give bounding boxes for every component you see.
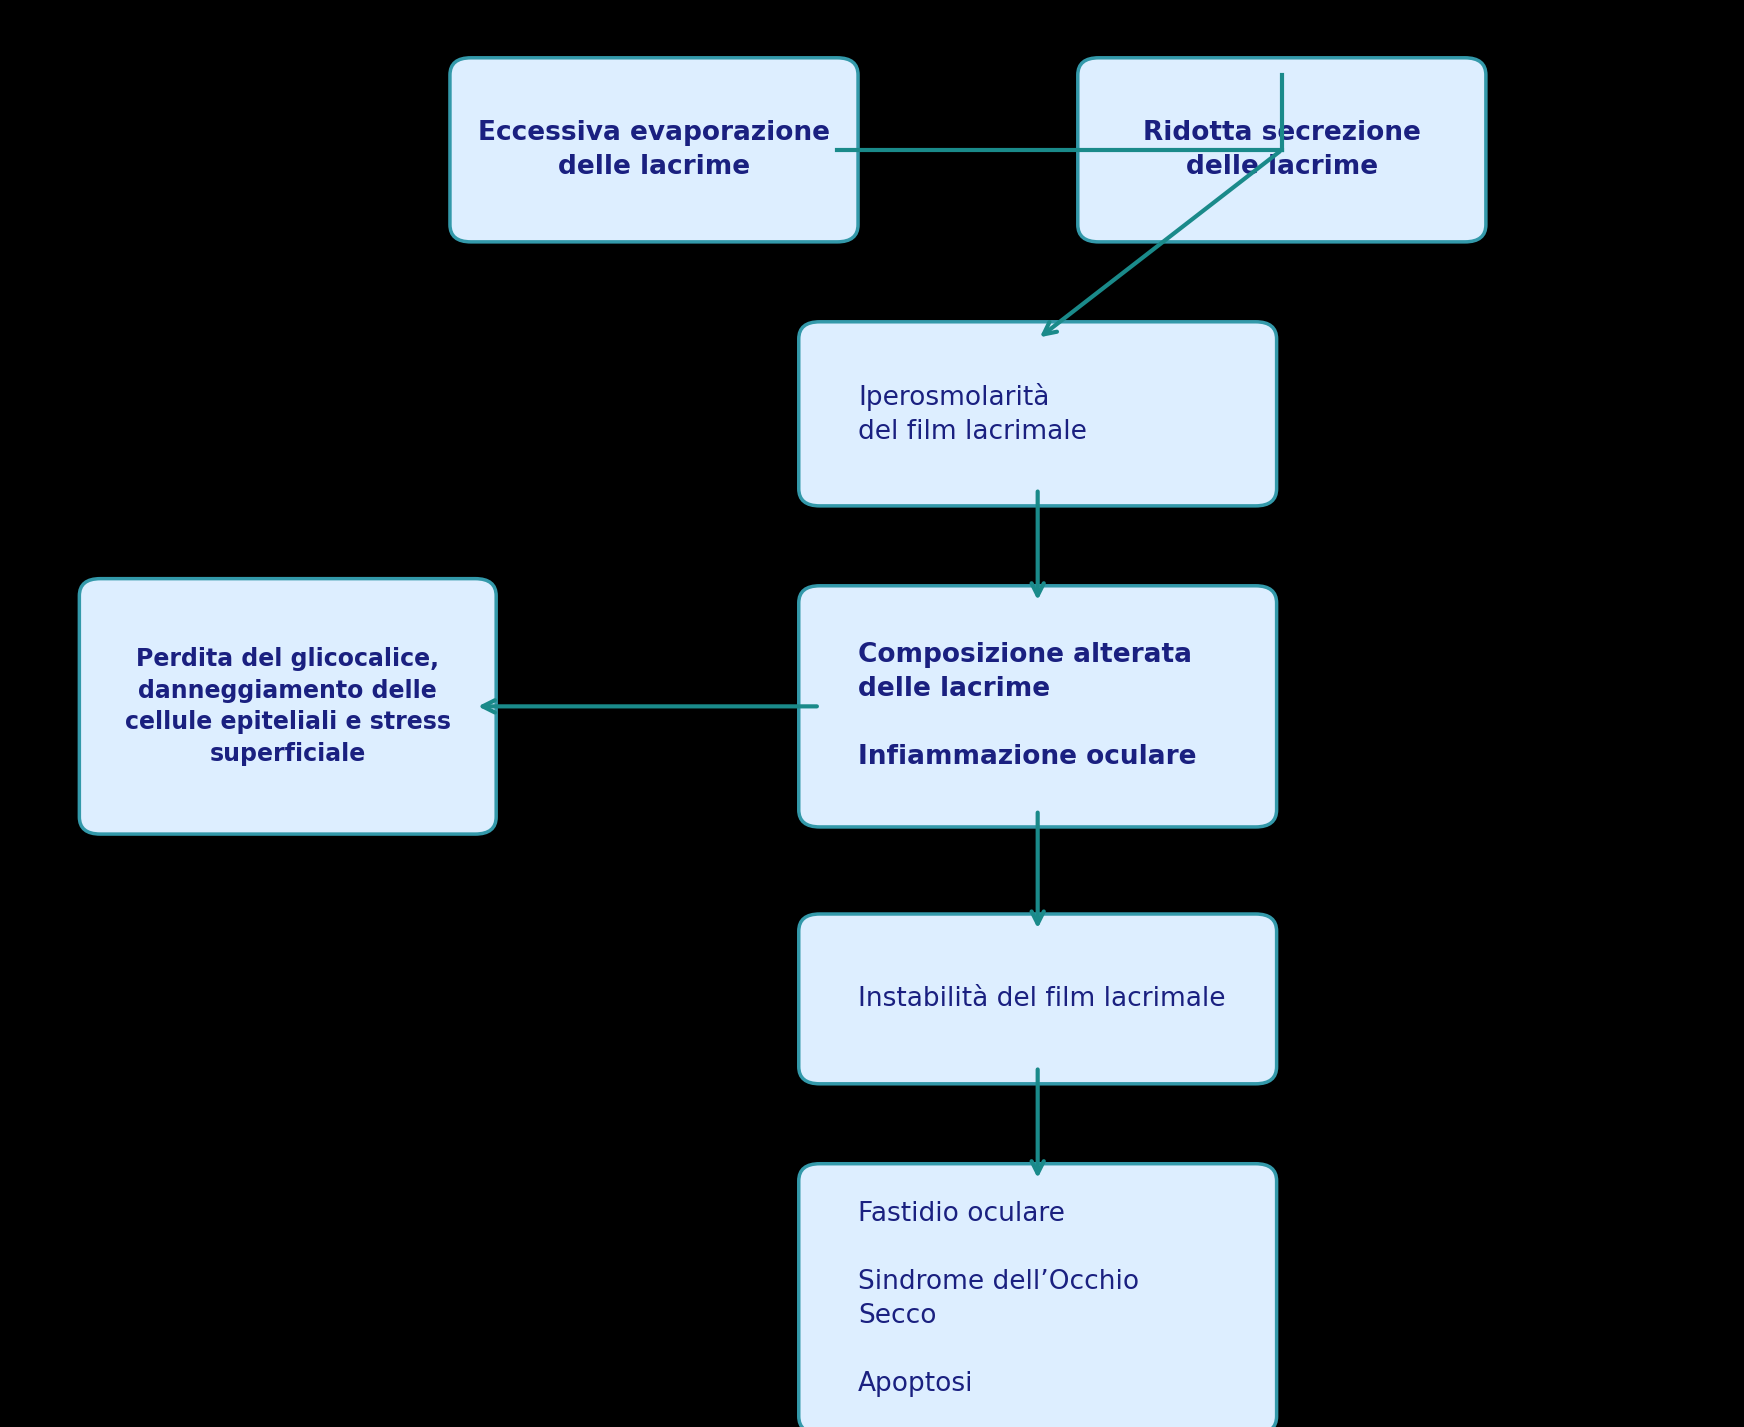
Text: Iperosmolarità
del film lacrimale: Iperosmolarità del film lacrimale <box>858 382 1087 445</box>
Text: Composizione alterata
delle lacrime

Infiammazione oculare: Composizione alterata delle lacrime Infi… <box>858 642 1196 771</box>
FancyBboxPatch shape <box>799 1164 1277 1427</box>
FancyBboxPatch shape <box>80 579 495 833</box>
Text: Eccessiva evaporazione
delle lacrime: Eccessiva evaporazione delle lacrime <box>478 120 830 180</box>
FancyBboxPatch shape <box>799 323 1277 507</box>
FancyBboxPatch shape <box>1078 59 1486 243</box>
FancyBboxPatch shape <box>799 586 1277 828</box>
FancyBboxPatch shape <box>799 915 1277 1085</box>
Text: Instabilità del film lacrimale: Instabilità del film lacrimale <box>858 986 1226 1012</box>
Text: Fastidio oculare

Sindrome dell’Occhio
Secco

Apoptosi: Fastidio oculare Sindrome dell’Occhio Se… <box>858 1200 1139 1397</box>
FancyBboxPatch shape <box>450 59 858 243</box>
Text: Perdita del glicocalice,
danneggiamento delle
cellule epiteliali e stress
superf: Perdita del glicocalice, danneggiamento … <box>126 646 450 766</box>
Text: Ridotta secrezione
delle lacrime: Ridotta secrezione delle lacrime <box>1142 120 1421 180</box>
